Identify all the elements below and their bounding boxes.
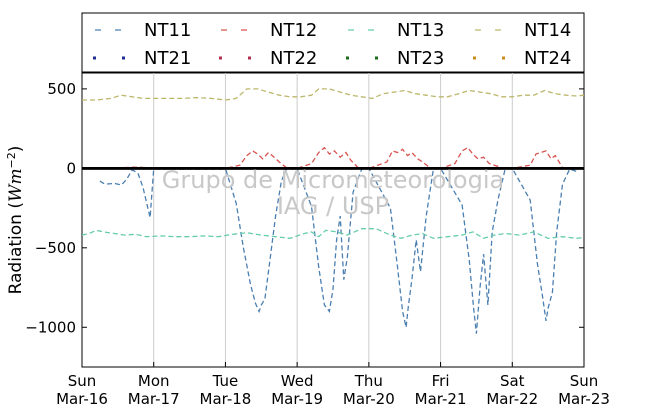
x-tick-day: Thu xyxy=(354,372,383,390)
x-tick-day: Fri xyxy=(432,372,450,390)
y-axis-label-unit: Wm xyxy=(6,168,26,202)
legend-item-nt23: NT23 xyxy=(346,48,444,69)
y-tick-label: −1000 xyxy=(25,318,76,336)
legend-item-nt14: NT14 xyxy=(472,20,571,41)
legend-label: NT23 xyxy=(397,48,444,69)
x-tick-day: Sat xyxy=(500,372,525,390)
legend-item-nt11: NT11 xyxy=(92,20,191,41)
legend-label: NT21 xyxy=(144,48,191,69)
y-axis-label-close: ) xyxy=(6,146,26,153)
legend-label: NT11 xyxy=(144,20,191,41)
legend-label: NT12 xyxy=(270,20,317,41)
x-tick-day: Sun xyxy=(570,372,599,390)
legend-swatch-dot xyxy=(248,56,251,60)
legend-item-nt24: NT24 xyxy=(473,48,571,69)
legend-item-nt21: NT21 xyxy=(93,48,191,69)
y-axis-ticks: 500 0 −500 −1000 xyxy=(25,80,584,336)
x-tick-date: Mar-18 xyxy=(200,390,252,408)
legend-label: NT24 xyxy=(524,48,571,69)
legend-swatch-dot xyxy=(375,56,378,60)
legend-swatch-dot xyxy=(122,56,125,60)
x-tick-date: Mar-16 xyxy=(56,390,108,408)
x-tick-date: Mar-17 xyxy=(128,390,180,408)
legend-swatch-dot xyxy=(346,56,349,60)
y-axis-label: Radiation (Wm−2) xyxy=(5,146,27,295)
x-tick-date: Mar-19 xyxy=(271,390,323,408)
legend-box xyxy=(81,12,585,73)
legend-swatch-dot xyxy=(219,56,222,60)
x-tick-date: Mar-20 xyxy=(343,390,395,408)
legend-item-nt13: NT13 xyxy=(345,20,444,41)
x-tick-date: Mar-23 xyxy=(558,390,610,408)
legend-swatch-dot xyxy=(502,56,505,60)
legend-label: NT22 xyxy=(270,48,317,69)
x-tick-day: Tue xyxy=(212,372,239,390)
watermark-line-1: Grupo de Micrometeorologia xyxy=(162,166,504,194)
y-axis-label-exponent: −2 xyxy=(5,152,18,168)
y-tick-label: 500 xyxy=(47,80,76,98)
x-tick-day: Sun xyxy=(68,372,97,390)
x-tick-date: Mar-22 xyxy=(486,390,538,408)
legend-swatch-dot xyxy=(473,56,476,60)
x-tick-day: Wed xyxy=(281,372,314,390)
legend-label: NT13 xyxy=(397,20,444,41)
y-axis-label-main: Radiation ( xyxy=(6,202,26,294)
y-tick-label: 0 xyxy=(66,159,76,177)
legend-swatch-dot xyxy=(93,56,96,60)
x-tick-day: Mon xyxy=(138,372,170,390)
series-line-nt12 xyxy=(99,146,564,170)
legend-label: NT14 xyxy=(524,20,571,41)
x-axis-ticks: SunMar-16MonMar-17TueMar-18WedMar-19ThuM… xyxy=(56,362,610,408)
watermark-line-2: IAG / USP xyxy=(277,192,389,220)
series-line-nt13 xyxy=(81,228,585,240)
x-tick-date: Mar-21 xyxy=(415,390,467,408)
vertical-gridlines xyxy=(153,73,513,367)
legend-item-nt12: NT12 xyxy=(218,20,317,41)
legend: NT11 NT12 NT13 NT14 NT21 NT22 NT23 NT24 xyxy=(81,12,585,73)
y-tick-label: −500 xyxy=(35,239,76,257)
legend-item-nt22: NT22 xyxy=(219,48,317,69)
series-line-nt14 xyxy=(82,88,585,101)
plot-area xyxy=(81,72,585,368)
